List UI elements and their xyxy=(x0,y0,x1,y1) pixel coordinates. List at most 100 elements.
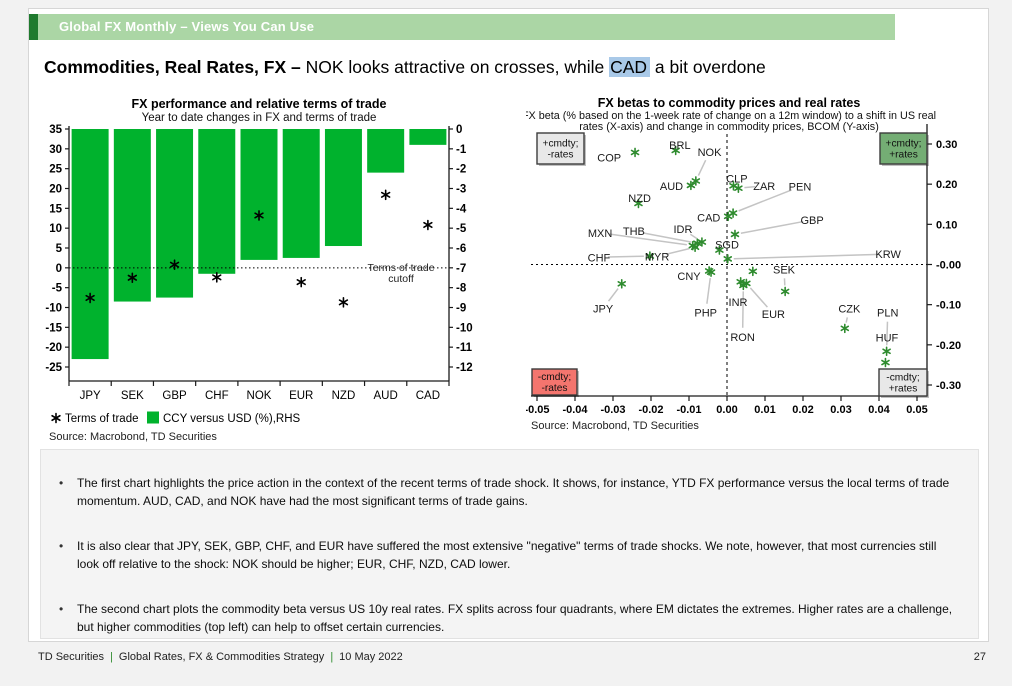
svg-text:CHF: CHF xyxy=(588,252,611,264)
svg-text:GBP: GBP xyxy=(801,215,824,227)
bullet-item: • It is also clear that JPY, SEK, GBP, CH… xyxy=(59,537,960,573)
svg-text:10: 10 xyxy=(49,223,62,235)
svg-text:MXN: MXN xyxy=(588,228,613,240)
page-number: 27 xyxy=(973,651,986,663)
svg-text:-3: -3 xyxy=(456,184,466,196)
svg-text:CAD: CAD xyxy=(416,390,440,402)
bullet-text: It is also clear that JPY, SEK, GBP, CHF… xyxy=(77,539,937,571)
page-title: Commodities, Real Rates, FX – NOK looks … xyxy=(44,57,974,78)
svg-text:GBP: GBP xyxy=(162,390,187,402)
svg-text:-10: -10 xyxy=(456,322,473,334)
svg-text:35: 35 xyxy=(49,124,62,136)
svg-text:Terms of trade: Terms of trade xyxy=(65,413,139,425)
svg-text:CAD: CAD xyxy=(697,213,720,225)
banner-accent-square xyxy=(29,14,38,40)
svg-text:-rates: -rates xyxy=(541,383,567,394)
svg-text:-10: -10 xyxy=(45,303,62,315)
svg-text:30: 30 xyxy=(49,144,62,156)
svg-text:CLP: CLP xyxy=(726,174,747,186)
bullet-marker: • xyxy=(59,602,64,616)
svg-text:-25: -25 xyxy=(45,362,62,374)
svg-text:-12: -12 xyxy=(456,362,473,374)
svg-text:FX performance and relative te: FX performance and relative terms of tra… xyxy=(132,97,387,111)
fx-betas-scatter-chart: FX betas to commodity prices and real ra… xyxy=(522,96,991,441)
svg-text:-cmdty;: -cmdty; xyxy=(886,373,919,384)
svg-text:NZD: NZD xyxy=(332,390,356,402)
svg-text:IDR: IDR xyxy=(673,224,692,236)
svg-text:-0.02: -0.02 xyxy=(638,404,663,416)
svg-text:0.00: 0.00 xyxy=(716,404,737,416)
svg-text:-20: -20 xyxy=(45,342,62,354)
footer-section: Global Rates, FX & Commodities Strategy xyxy=(118,651,325,663)
svg-text:NZD: NZD xyxy=(628,193,651,205)
svg-text:Terms of trade: Terms of trade xyxy=(367,262,434,274)
svg-text:-15: -15 xyxy=(45,322,62,334)
svg-text:EUR: EUR xyxy=(762,309,785,321)
svg-text:+cmdty;: +cmdty; xyxy=(543,139,579,150)
svg-text:-0.00: -0.00 xyxy=(936,260,961,272)
svg-text:NOK: NOK xyxy=(698,147,723,159)
svg-text:FX beta (% based on the 1-week: FX beta (% based on the 1-week rate of c… xyxy=(526,110,936,122)
page-footer: TD Securities | Global Rates, FX & Commodi… xyxy=(38,651,986,663)
svg-text:-7: -7 xyxy=(456,263,466,275)
svg-text:0.01: 0.01 xyxy=(754,404,775,416)
svg-text:Source: Macrobond, TD Securiti: Source: Macrobond, TD Securities xyxy=(531,420,699,432)
svg-text:-cmdty;: -cmdty; xyxy=(538,372,571,383)
svg-text:-6: -6 xyxy=(456,243,466,255)
svg-text:-0.05: -0.05 xyxy=(526,404,550,416)
svg-text:0.02: 0.02 xyxy=(792,404,813,416)
svg-text:0.05: 0.05 xyxy=(906,404,927,416)
svg-text:-2: -2 xyxy=(456,164,466,176)
footer-divider: | xyxy=(330,651,334,663)
svg-text:SEK: SEK xyxy=(121,390,144,402)
svg-text:PHP: PHP xyxy=(694,308,717,320)
bullet-text: The first chart highlights the price act… xyxy=(77,476,950,508)
commentary-box: • The first chart highlights the price ac… xyxy=(40,449,979,639)
svg-text:MYR: MYR xyxy=(645,251,670,263)
svg-text:FX betas to commodity prices a: FX betas to commodity prices and real ra… xyxy=(598,96,861,110)
svg-text:RON: RON xyxy=(730,332,755,344)
svg-text:-11: -11 xyxy=(456,342,473,354)
svg-text:-4: -4 xyxy=(456,203,467,215)
footer-date: 10 May 2022 xyxy=(339,651,403,663)
svg-text:PLN: PLN xyxy=(877,308,898,320)
svg-text:COP: COP xyxy=(597,152,621,164)
svg-text:-rates: -rates xyxy=(547,150,573,161)
svg-text:-5: -5 xyxy=(52,283,63,295)
svg-text:0: 0 xyxy=(456,124,462,136)
svg-text:JPY: JPY xyxy=(593,303,614,315)
svg-text:ZAR: ZAR xyxy=(753,181,775,193)
svg-text:-0.20: -0.20 xyxy=(936,340,961,352)
svg-text:15: 15 xyxy=(49,203,62,215)
svg-text:+rates: +rates xyxy=(889,384,918,395)
svg-text:rates (X-axis) and change in c: rates (X-axis) and change in commodity p… xyxy=(579,121,879,133)
header-banner: Global FX Monthly – Views You Can Use xyxy=(29,14,895,40)
footer-brand: TD Securities xyxy=(38,651,105,663)
svg-text:-8: -8 xyxy=(456,283,467,295)
svg-text:5: 5 xyxy=(56,243,63,255)
svg-text:0.03: 0.03 xyxy=(830,404,851,416)
bar-chart-svg: FX performance and relative terms of tra… xyxy=(45,97,473,443)
svg-text:-0.30: -0.30 xyxy=(936,380,961,392)
footer-left: TD Securities | Global Rates, FX & Commodi… xyxy=(38,651,403,663)
svg-text:EUR: EUR xyxy=(289,390,313,402)
svg-text:AUD: AUD xyxy=(660,181,683,193)
page-title-bold: Commodities, Real Rates, FX – xyxy=(44,57,301,77)
svg-text:-0.04: -0.04 xyxy=(562,404,588,416)
svg-text:Year to date changes in FX and: Year to date changes in FX and terms of … xyxy=(142,112,377,124)
svg-text:-9: -9 xyxy=(456,303,466,315)
svg-text:0: 0 xyxy=(56,263,62,275)
svg-text:0.20: 0.20 xyxy=(936,179,957,191)
report-card: Global FX Monthly – Views You Can Use Co… xyxy=(28,8,989,642)
banner-title: Global FX Monthly – Views You Can Use xyxy=(59,19,315,34)
svg-text:cutoff: cutoff xyxy=(388,273,414,285)
svg-text:THB: THB xyxy=(623,226,645,238)
svg-text:JPY: JPY xyxy=(80,390,101,402)
svg-text:Source: Macrobond, TD Securiti: Source: Macrobond, TD Securities xyxy=(49,431,217,443)
svg-text:-0.10: -0.10 xyxy=(936,300,961,312)
svg-text:CCY versus USD (%),RHS: CCY versus USD (%),RHS xyxy=(163,413,300,425)
page-title-text: NOK looks attractive on crosses, while xyxy=(300,57,610,77)
bullet-marker: • xyxy=(59,476,64,490)
fx-performance-bar-chart: FX performance and relative terms of tra… xyxy=(44,96,514,446)
svg-text:CNY: CNY xyxy=(677,271,701,283)
